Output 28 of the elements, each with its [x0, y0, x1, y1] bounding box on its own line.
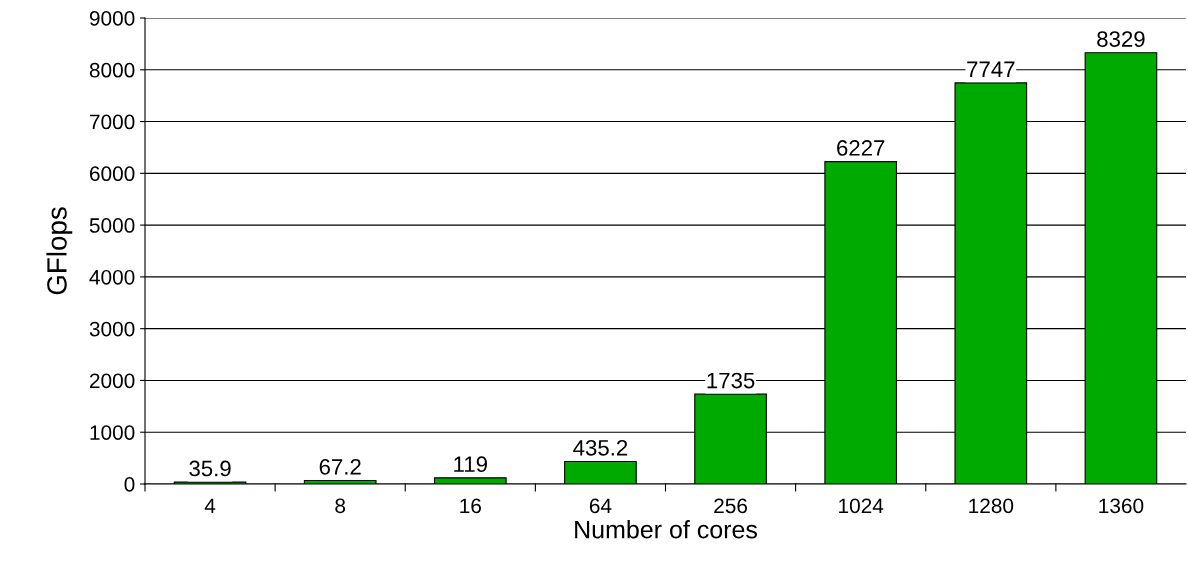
x-tick-label: 64: [589, 498, 612, 514]
y-tick-label: 8000: [89, 62, 135, 78]
y-tick-label: 0: [124, 477, 135, 492]
data-label: 435.2: [573, 439, 628, 456]
data-label: 119: [454, 456, 487, 473]
x-tick-label: 1280: [969, 498, 1014, 514]
x-tick-label: 1360: [1099, 498, 1144, 514]
data-label: 1735: [707, 372, 755, 389]
x-tick-label: 4: [204, 498, 216, 513]
y-tick-label: 6000: [89, 166, 135, 182]
y-tick-label: 9000: [89, 11, 135, 26]
data-label: 8329: [1097, 31, 1145, 47]
y-tick-label: 3000: [89, 321, 135, 337]
x-axis-title: Number of cores: [575, 520, 757, 539]
y-tick-label: 1000: [90, 425, 135, 440]
y-tick-label: 4000: [89, 269, 135, 285]
y-tick-label: 5000: [89, 218, 135, 233]
y-tick-label: 2000: [89, 373, 135, 389]
x-tick-label: 16: [460, 498, 481, 514]
data-label: 7747: [967, 61, 1015, 77]
y-tick-label: 7000: [90, 114, 135, 130]
y-axis-title: GFlops: [46, 207, 73, 295]
data-label: 67.2: [319, 459, 361, 475]
data-label: 6227: [837, 140, 885, 156]
x-tick-label: 8: [335, 498, 346, 514]
data-label: 35.9: [189, 460, 231, 477]
x-tick-label: 256: [714, 498, 748, 514]
x-tick-label: 1024: [839, 498, 884, 514]
